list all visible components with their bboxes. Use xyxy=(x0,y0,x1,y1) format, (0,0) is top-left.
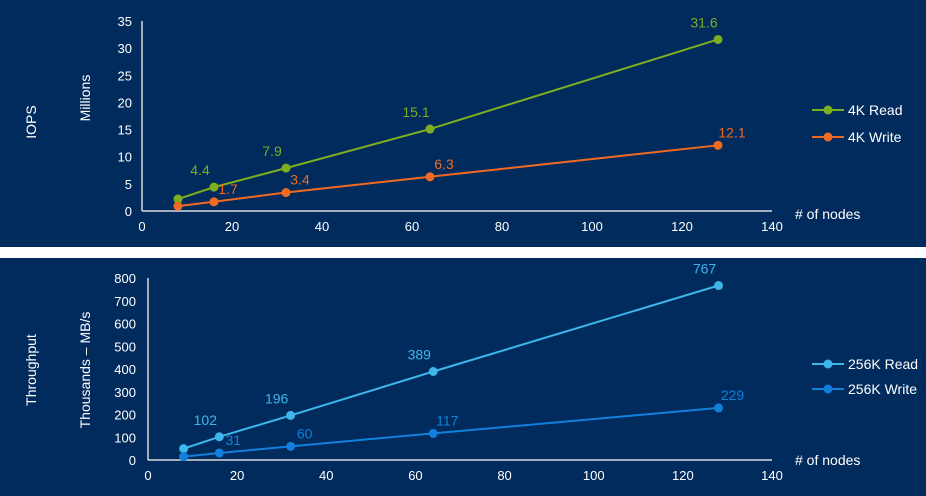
x-tick-label: 100 xyxy=(581,219,603,234)
data-point xyxy=(173,201,183,211)
y-tick-label: 400 xyxy=(114,362,136,377)
x-tick-label: 120 xyxy=(672,468,694,483)
y-tick-label: 500 xyxy=(114,339,136,354)
data-label: 117 xyxy=(436,412,459,428)
y-tick-label: 0 xyxy=(129,453,136,468)
data-point xyxy=(179,444,189,454)
data-point xyxy=(286,410,296,420)
data-point xyxy=(214,432,224,442)
data-label: 31.6 xyxy=(690,14,717,30)
x-tick-label: 60 xyxy=(405,219,419,234)
x-tick-label: 0 xyxy=(138,219,145,234)
data-point xyxy=(428,367,438,377)
x-tick-label: 20 xyxy=(225,219,239,234)
legend-marker xyxy=(823,132,833,142)
data-label: 1.7 xyxy=(218,181,238,197)
data-point xyxy=(209,197,219,207)
y-tick-label: 30 xyxy=(118,41,132,56)
legend-label: 4K Read xyxy=(848,102,902,118)
x-tick-label: 40 xyxy=(319,468,333,483)
data-label: 31 xyxy=(226,432,242,448)
x-tick-label: 140 xyxy=(761,219,783,234)
data-label: 767 xyxy=(693,261,717,277)
data-label: 389 xyxy=(408,347,432,363)
legend-label: 4K Write xyxy=(848,129,902,145)
data-label: 4.4 xyxy=(190,162,210,178)
y-tick-label: 5 xyxy=(125,177,132,192)
y-tick-label: 25 xyxy=(118,68,132,83)
x-tick-label: 100 xyxy=(583,468,605,483)
data-label: 3.4 xyxy=(290,172,310,188)
legend-marker xyxy=(823,359,833,369)
data-label: 102 xyxy=(194,412,218,428)
data-point xyxy=(214,448,224,458)
x-tick-label: 0 xyxy=(144,468,151,483)
x-tick-label: 60 xyxy=(408,468,422,483)
data-point xyxy=(281,163,291,173)
y-tick-label: 35 xyxy=(118,14,132,29)
y-axis-label: Thousands – MB/s xyxy=(77,312,93,429)
y-tick-label: 300 xyxy=(114,385,136,400)
panel-label: Throughput xyxy=(23,334,39,406)
data-point xyxy=(281,188,291,198)
y-tick-label: 700 xyxy=(114,294,136,309)
data-label: 229 xyxy=(721,387,745,403)
x-tick-label: 80 xyxy=(497,468,511,483)
x-tick-label: 20 xyxy=(230,468,244,483)
throughput-panel-background xyxy=(0,258,926,496)
data-point xyxy=(713,34,723,44)
data-point xyxy=(425,124,435,134)
legend-marker xyxy=(823,384,833,394)
iops-panel-background xyxy=(0,0,926,247)
data-label: 196 xyxy=(265,390,289,406)
data-point xyxy=(714,403,724,413)
x-tick-label: 80 xyxy=(495,219,509,234)
data-point xyxy=(286,441,296,451)
data-label: 6.3 xyxy=(434,156,454,172)
x-axis-label: # of nodes xyxy=(795,452,860,468)
y-tick-label: 0 xyxy=(125,204,132,219)
x-tick-label: 140 xyxy=(761,468,783,483)
y-tick-label: 100 xyxy=(114,430,136,445)
y-tick-label: 200 xyxy=(114,408,136,423)
y-axis-label: Millions xyxy=(77,75,93,122)
data-label: 15.1 xyxy=(402,104,429,120)
data-point xyxy=(714,281,724,291)
x-axis-label: # of nodes xyxy=(795,206,860,222)
data-point xyxy=(713,140,723,150)
data-label: 7.9 xyxy=(262,143,282,159)
legend-label: 256K Read xyxy=(848,356,918,372)
y-tick-label: 15 xyxy=(118,123,132,138)
legend-label: 256K Write xyxy=(848,381,917,397)
data-point xyxy=(209,182,219,192)
data-label: 60 xyxy=(297,425,313,441)
y-tick-label: 600 xyxy=(114,317,136,332)
y-tick-label: 800 xyxy=(114,271,136,286)
data-point xyxy=(425,172,435,182)
data-point xyxy=(428,428,438,438)
panel-label: IOPS xyxy=(23,105,39,138)
legend-marker xyxy=(823,105,833,115)
x-tick-label: 120 xyxy=(671,219,693,234)
throughput-chart: Throughput Thousands – MB/s01002003004005… xyxy=(23,261,918,483)
data-point xyxy=(173,194,183,204)
data-label: 12.1 xyxy=(718,124,745,140)
data-point xyxy=(179,452,189,462)
iops-chart: IOPS Millions 0 5 10 15 20 25 30 35 0 20 40 60 80 100 12… xyxy=(23,14,902,234)
y-tick-label: 20 xyxy=(118,95,132,110)
y-tick-label: 10 xyxy=(118,150,132,165)
x-tick-label: 40 xyxy=(315,219,329,234)
